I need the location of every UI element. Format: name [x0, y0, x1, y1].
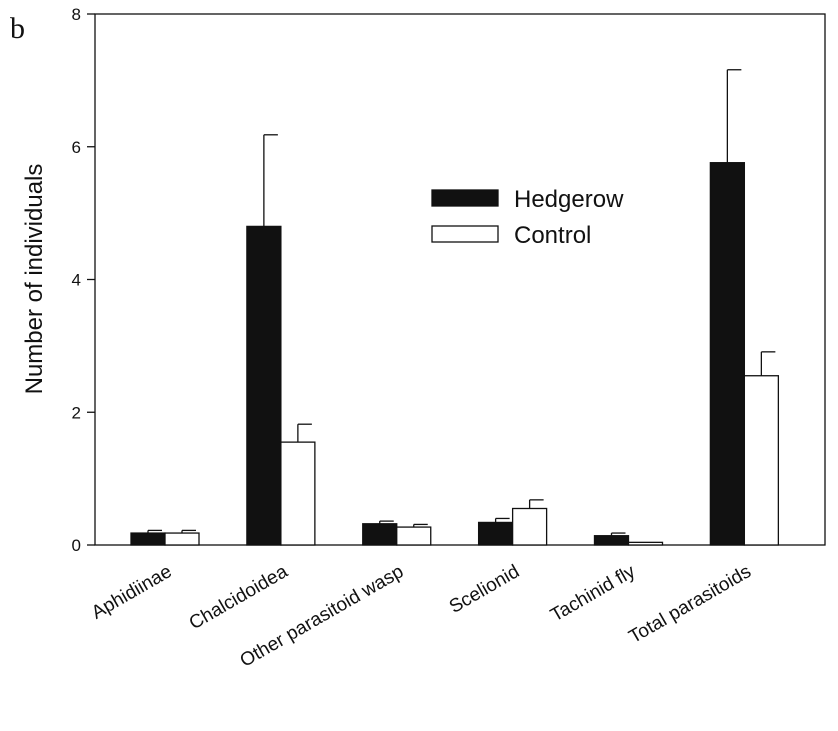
x-tick-label: Total parasitoids [625, 561, 754, 648]
x-tick-label: Tachinid fly [547, 561, 639, 626]
x-tick-label: Chalcidoidea [186, 561, 292, 634]
bar-hedgerow-4 [593, 535, 630, 546]
legend-label-control: Control [514, 222, 591, 249]
bar-control-1 [280, 441, 316, 546]
x-tick-label: Aphidiinae [88, 561, 175, 624]
legend: Hedgerow Control [431, 186, 624, 249]
bar-control-0 [164, 532, 200, 546]
legend-swatch-hedgerow [431, 189, 499, 207]
y-tick-label: 0 [72, 536, 81, 555]
bar-hedgerow-0 [130, 532, 166, 546]
legend-label-hedgerow: Hedgerow [514, 186, 624, 213]
bar-hedgerow-5 [709, 162, 746, 546]
bar-control-2 [396, 526, 432, 546]
bar-control-5 [743, 375, 780, 546]
y-axis-title: Number of individuals [21, 164, 48, 395]
y-tick-label: 2 [72, 403, 81, 422]
y-tick-label: 8 [72, 5, 81, 24]
legend-swatch-control [431, 225, 499, 243]
bar-hedgerow-2 [362, 523, 398, 546]
y-tick-label: 6 [72, 138, 81, 157]
y-tick-label: 4 [72, 271, 81, 290]
x-tick-label: Scelionid [446, 561, 523, 618]
bar-hedgerow-1 [246, 225, 282, 546]
bar-hedgerow-3 [477, 521, 514, 546]
bar-control-3 [511, 507, 548, 546]
panel-letter: b [10, 12, 25, 45]
bar-control-4 [627, 541, 664, 546]
